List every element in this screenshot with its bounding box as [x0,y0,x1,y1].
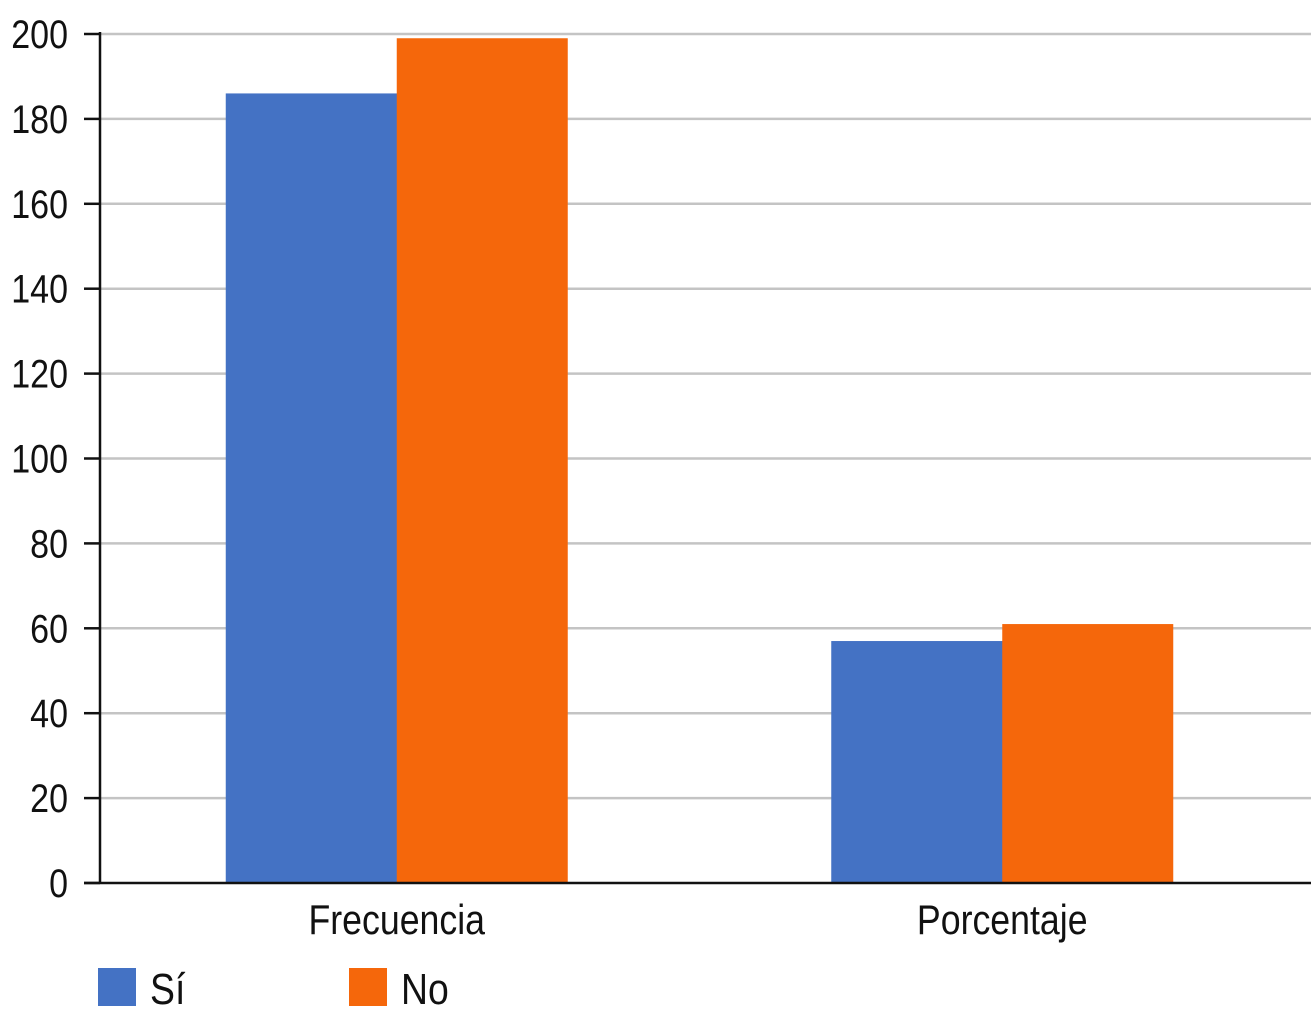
legend-label: No [401,964,449,1014]
y-tick-label: 100 [11,436,68,481]
y-tick-label: 120 [11,351,68,396]
y-tick-label: 20 [30,775,68,820]
y-tick-label: 160 [11,181,68,226]
bar-no-frecuencia [396,38,568,884]
x-category-label: Frecuencia [308,897,485,943]
bar-s-porcentaje [831,641,1004,883]
y-tick-label: 60 [30,606,68,651]
bar-s-frecuencia [225,93,398,884]
axes [84,32,1311,885]
y-tick-label: 40 [30,691,68,736]
y-tick-label: 200 [11,11,68,56]
legend-swatch [349,968,387,1006]
y-tick-label: 80 [30,521,68,566]
x-category-label: Porcentaje [917,897,1088,943]
legend-label: Sí [150,964,186,1014]
y-tick-label: 180 [11,96,68,141]
legend-swatch [98,968,136,1006]
bars [225,38,1174,884]
tick-labels: 0 20 40 60 80 100 120 140 160 180 200 Frecuencia Por… [11,11,1087,943]
y-tick-label: 140 [11,266,68,311]
legend: Sí No [98,964,449,1014]
y-tick-label: 0 [49,860,68,905]
bar-no-porcentaje [1002,624,1174,883]
